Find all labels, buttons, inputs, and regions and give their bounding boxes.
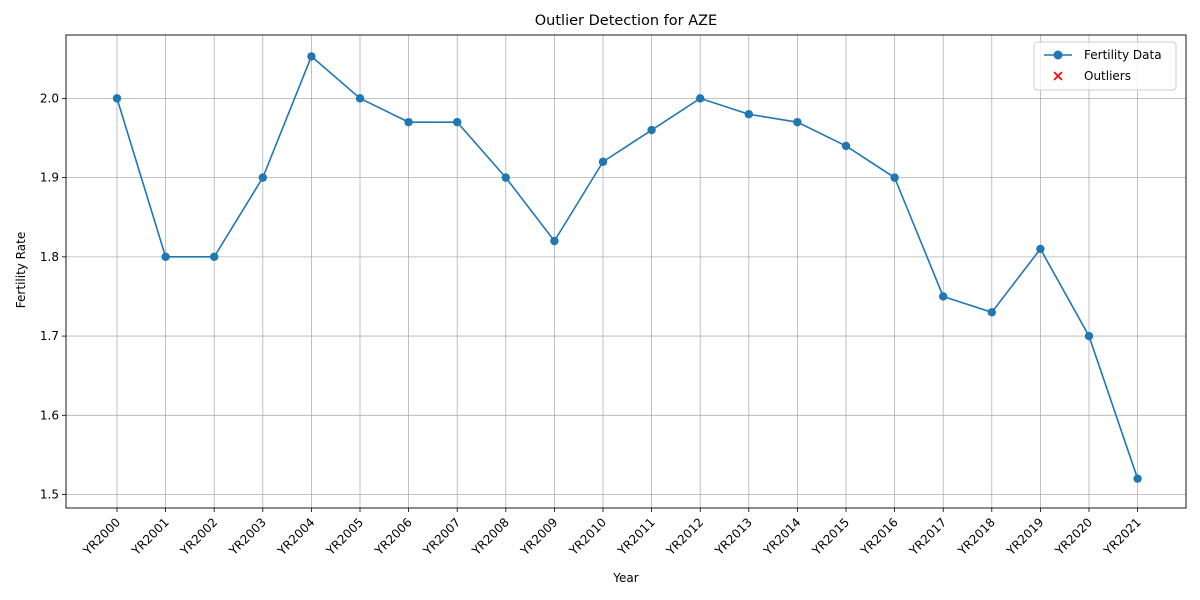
legend-label-outliers: Outliers <box>1084 69 1131 83</box>
data-point <box>647 125 656 135</box>
y-tick-label: 1.6 <box>40 408 59 422</box>
y-tick-label: 1.7 <box>40 329 59 343</box>
data-point <box>210 252 219 262</box>
data-point <box>1084 331 1094 341</box>
data-point <box>793 117 802 127</box>
x-axis-label: Year <box>612 571 638 585</box>
data-point <box>453 117 462 127</box>
legend: Fertility Data Outliers <box>1033 41 1177 91</box>
data-point <box>258 173 267 182</box>
data-point <box>987 308 996 317</box>
data-point <box>355 94 365 103</box>
data-point <box>841 141 851 151</box>
data-point <box>1133 474 1142 483</box>
plot-frame <box>65 34 1187 509</box>
y-axis-label: Fertility Rate <box>14 232 28 308</box>
data-point <box>890 173 899 182</box>
data-point <box>501 173 510 182</box>
y-tick-label: 1.5 <box>40 488 59 502</box>
legend-label-fertility-data: Fertility Data <box>1084 48 1162 62</box>
chart-title: Outlier Detection for AZE <box>535 13 717 29</box>
legend-box <box>1033 41 1177 91</box>
legend-marker-outliers <box>1053 71 1063 81</box>
series-line <box>116 55 1139 479</box>
data-point <box>696 94 705 103</box>
data-point <box>744 110 753 119</box>
y-tick-label: 1.8 <box>40 250 59 264</box>
grid-lines <box>66 35 1186 508</box>
axes <box>62 34 1187 512</box>
data-point <box>404 117 413 127</box>
data-point <box>939 292 948 301</box>
data-point <box>550 236 559 246</box>
data-point <box>161 252 170 262</box>
y-tick-label: 2.0 <box>40 91 59 105</box>
legend-marker-fertility-data <box>1053 50 1063 60</box>
data-point <box>307 52 316 61</box>
data-point <box>598 157 608 166</box>
series-fertility-data <box>112 52 1142 483</box>
y-tick-label: 1.9 <box>40 171 59 185</box>
data-point <box>1036 244 1045 254</box>
data-point <box>112 94 122 103</box>
